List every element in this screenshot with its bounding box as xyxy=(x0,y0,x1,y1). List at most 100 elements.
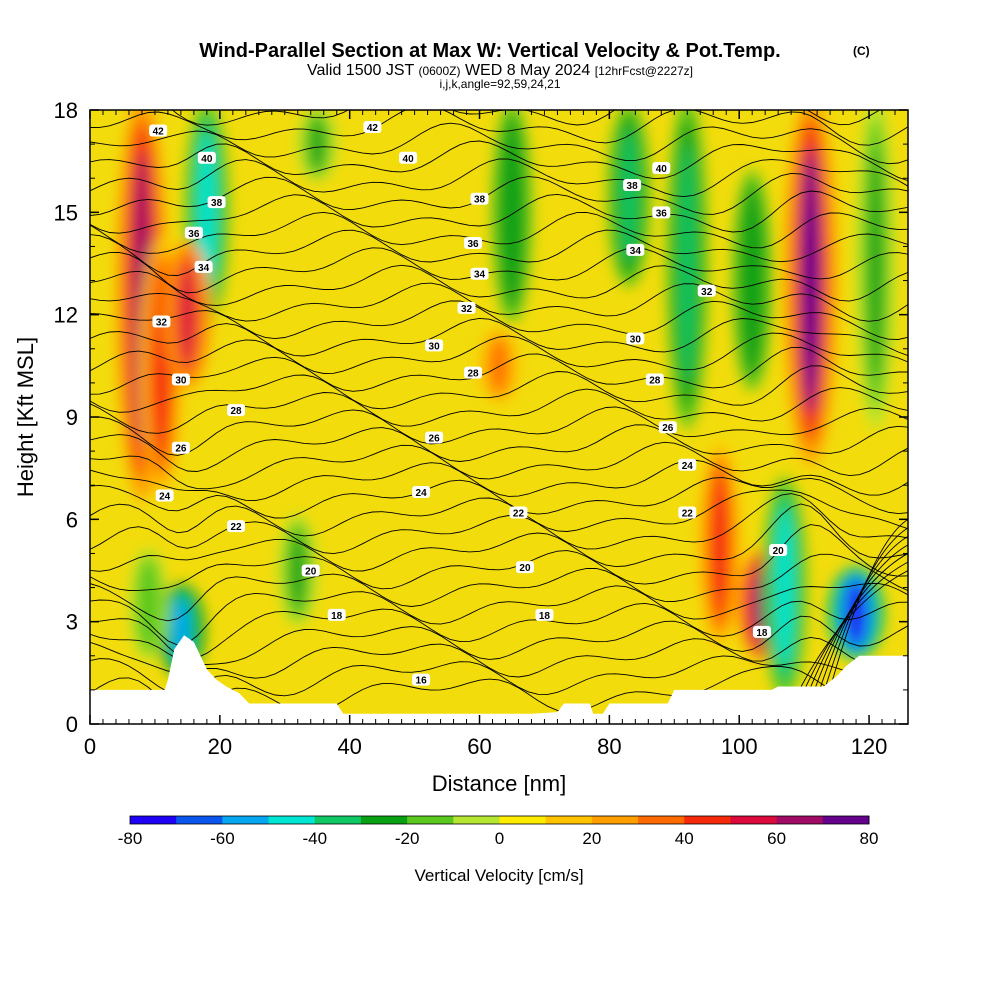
svg-text:28: 28 xyxy=(467,369,479,380)
theta-contour-line xyxy=(90,387,908,434)
theta-contour-line xyxy=(828,518,908,694)
svg-text:42: 42 xyxy=(153,126,165,137)
theta-contour-line xyxy=(90,140,908,182)
x-axis-label: Distance [nm] xyxy=(432,771,567,796)
svg-text:24: 24 xyxy=(416,488,428,499)
theta-contour-label: 34 xyxy=(470,267,489,281)
colorbar-tick-label: 60 xyxy=(767,829,786,848)
theta-contour-label: 24 xyxy=(678,458,697,472)
y-tick-label: 9 xyxy=(66,405,78,430)
colorbar-swatch xyxy=(176,816,223,824)
colorbar-tick-label: -40 xyxy=(302,829,327,848)
svg-text:36: 36 xyxy=(467,239,479,250)
svg-text:26: 26 xyxy=(662,423,674,434)
y-tick-label: 12 xyxy=(54,303,78,328)
theta-contour-label: 36 xyxy=(184,226,203,240)
valid-time-line: Valid 1500 JST (0600Z) WED 8 May 2024 [1… xyxy=(307,62,693,79)
theta-contour-label: 36 xyxy=(652,206,671,219)
colorbar-tick-label: 0 xyxy=(495,829,504,848)
svg-text:40: 40 xyxy=(656,164,668,175)
colorbar-swatch xyxy=(638,816,685,824)
svg-text:32: 32 xyxy=(701,287,713,298)
theta-contour-label: 40 xyxy=(652,161,671,175)
colorbar-swatch xyxy=(453,816,500,824)
svg-text:42: 42 xyxy=(367,123,379,134)
y-tick-label: 0 xyxy=(66,712,78,737)
theta-contour-labels: 42 42 40 40 40 38 38 38 36 36 36 34 34 34 32 32 32 30 30 30… xyxy=(149,121,788,687)
theta-contour-label: 36 xyxy=(464,237,483,250)
theta-contour-line xyxy=(90,365,908,413)
terrain xyxy=(90,635,908,724)
svg-text:40: 40 xyxy=(201,154,213,165)
theta-contour-label: 28 xyxy=(227,404,246,417)
theta-contour-line xyxy=(90,524,908,591)
colorbar-swatch xyxy=(360,816,408,824)
velocity-cell-core xyxy=(776,507,793,668)
svg-text:20: 20 xyxy=(305,567,317,578)
theta-contour-label: 18 xyxy=(535,608,554,622)
theta-contour-line xyxy=(90,190,908,234)
x-tick-label: 40 xyxy=(337,734,361,759)
svg-text:40: 40 xyxy=(403,154,415,165)
svg-text:32: 32 xyxy=(156,317,168,328)
theta-contour-label: 24 xyxy=(155,489,174,502)
colorbar-tick-label: -60 xyxy=(210,829,235,848)
theta-contour-line xyxy=(90,247,908,294)
x-tick-label: 120 xyxy=(851,734,888,759)
colorbar-swatch xyxy=(407,816,454,824)
theta-contour-label: 34 xyxy=(626,243,645,257)
theta-contour-line xyxy=(90,406,908,456)
theta-contour-line xyxy=(90,282,908,322)
colorbar-tick-label: 20 xyxy=(582,829,601,848)
colorbar-swatch xyxy=(222,816,270,824)
svg-text:20: 20 xyxy=(773,546,785,557)
colorbar-swatch xyxy=(776,816,824,824)
y-tick-label: 18 xyxy=(54,98,78,123)
svg-text:30: 30 xyxy=(630,335,642,346)
y-tick-label: 3 xyxy=(66,610,78,635)
svg-text:38: 38 xyxy=(211,198,223,209)
theta-contour-label: 40 xyxy=(197,151,216,165)
svg-text:36: 36 xyxy=(656,208,668,219)
svg-text:30: 30 xyxy=(175,375,187,386)
svg-text:34: 34 xyxy=(630,246,642,257)
svg-text:20: 20 xyxy=(519,563,531,574)
svg-text:36: 36 xyxy=(188,229,200,240)
colorbar-swatch xyxy=(130,816,177,824)
theta-contour-line xyxy=(90,582,908,646)
svg-text:22: 22 xyxy=(682,509,694,520)
svg-text:22: 22 xyxy=(231,522,243,533)
svg-text:24: 24 xyxy=(159,491,171,502)
colorbar-swatch xyxy=(314,816,362,824)
colorbar-swatch xyxy=(268,816,316,824)
indices-line: i,j,k,angle=92,59,24,21 xyxy=(439,77,560,91)
theta-contour-label: 26 xyxy=(425,431,444,444)
theta-contour-label: 28 xyxy=(645,373,664,386)
plot-area: 42 42 40 40 40 38 38 38 36 36 36 34 34 34 32 32 32 30 30 30… xyxy=(90,110,908,724)
svg-text:38: 38 xyxy=(627,181,639,192)
theta-contour-label: 32 xyxy=(152,315,171,328)
y-tick-label: 6 xyxy=(66,507,78,532)
velocity-cell-core xyxy=(868,143,883,384)
velocity-cell-core xyxy=(620,128,637,262)
theta-contour-line xyxy=(90,477,908,519)
theta-contour-label: 42 xyxy=(363,121,382,134)
theta-contour-label: 32 xyxy=(457,301,476,315)
colorbar-swatch xyxy=(684,816,731,824)
svg-text:18: 18 xyxy=(331,611,343,622)
theta-contour-label: 38 xyxy=(623,179,642,192)
colorbar-swatch xyxy=(730,816,778,824)
theta-contour-label: 38 xyxy=(207,196,226,209)
theta-contour-label: 22 xyxy=(509,506,528,520)
theta-contour-line xyxy=(90,489,908,537)
theta-contour-label: 30 xyxy=(425,339,444,352)
velocity-cell-core xyxy=(845,579,867,647)
theta-contour-line xyxy=(90,636,908,679)
svg-text:30: 30 xyxy=(429,341,441,352)
velocity-cell-core xyxy=(711,471,728,619)
theta-contour-line xyxy=(90,332,908,374)
svg-text:28: 28 xyxy=(649,375,661,386)
theta-contour-line xyxy=(90,158,908,198)
